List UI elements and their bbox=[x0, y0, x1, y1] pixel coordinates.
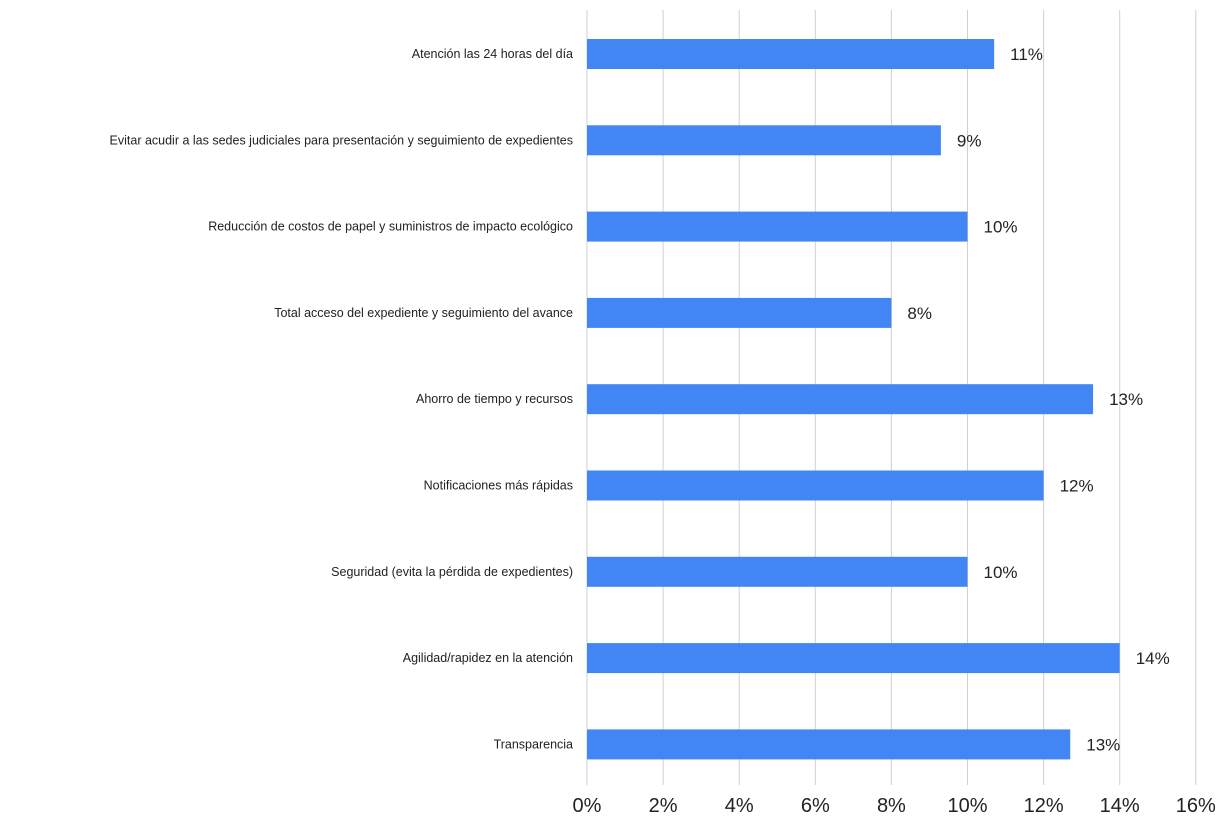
x-tick-label: 4% bbox=[725, 795, 754, 817]
category-label: Evitar acudir a las sedes judiciales par… bbox=[110, 133, 573, 147]
category-label: Atención las 24 horas del día bbox=[412, 47, 573, 61]
data-labels: 11% 9% 10% 8% 13% 12% 10% 14% 13% bbox=[907, 45, 1169, 754]
x-tick-label: 14% bbox=[1100, 795, 1140, 817]
data-label: 14% bbox=[1136, 649, 1170, 668]
bars bbox=[587, 39, 1120, 760]
bar bbox=[587, 470, 1044, 501]
bar bbox=[587, 643, 1120, 674]
data-label: 10% bbox=[984, 218, 1018, 237]
category-label: Total acceso del expediente y seguimient… bbox=[274, 306, 573, 320]
bar bbox=[587, 729, 1071, 760]
x-tick-label: 16% bbox=[1176, 795, 1216, 817]
data-label: 13% bbox=[1109, 390, 1143, 409]
x-tick-label: 10% bbox=[947, 795, 987, 817]
data-label: 10% bbox=[984, 563, 1018, 582]
x-tick-label: 0% bbox=[573, 795, 602, 817]
x-tick-label: 12% bbox=[1024, 795, 1064, 817]
data-label: 8% bbox=[907, 304, 932, 323]
data-label: 11% bbox=[1010, 45, 1043, 64]
data-label: 13% bbox=[1086, 735, 1120, 754]
data-label: 12% bbox=[1060, 477, 1094, 496]
category-label: Reducción de costos de papel y suministr… bbox=[208, 220, 573, 234]
bar bbox=[587, 556, 968, 587]
bar bbox=[587, 125, 941, 156]
category-labels: Atención las 24 horas del día Evitar acud… bbox=[110, 47, 574, 751]
bar bbox=[587, 384, 1094, 415]
x-tick-label: 8% bbox=[877, 795, 906, 817]
bar bbox=[587, 39, 995, 69]
category-label: Ahorro de tiempo y recursos bbox=[416, 392, 573, 406]
x-tick-label: 6% bbox=[801, 795, 830, 817]
category-label: Transparencia bbox=[494, 737, 573, 751]
bar bbox=[587, 211, 968, 242]
category-label: Seguridad (evita la pérdida de expedient… bbox=[331, 565, 573, 579]
x-axis-ticks: 0% 2% 4% 6% 8% 10% 12% 14% 16% bbox=[573, 795, 1216, 817]
category-label: Agilidad/rapidez en la atención bbox=[403, 651, 573, 665]
x-tick-label: 2% bbox=[649, 795, 678, 817]
bar bbox=[587, 297, 892, 328]
category-label: Notificaciones más rápidas bbox=[424, 479, 573, 493]
data-label: 9% bbox=[957, 131, 982, 150]
